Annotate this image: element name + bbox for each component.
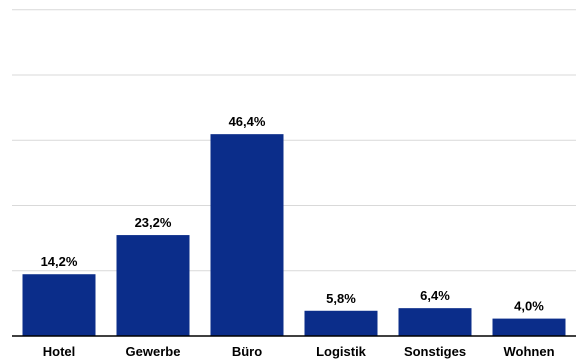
grid-lines [12,9,576,272]
bar-sonstiges [398,308,472,336]
x-tick-label: Sonstiges [404,344,466,359]
x-tick-label: Gewerbe [126,344,181,359]
bar-gewerbe [116,235,190,336]
bar-wohnen [492,318,566,336]
data-label: 5,8% [326,291,356,306]
bar-büro [210,134,284,336]
data-label: 6,4% [420,288,450,303]
data-label: 4,0% [514,299,544,314]
bar-hotel [22,274,96,336]
x-tick-label: Büro [232,344,262,359]
bar-logistik [304,310,378,336]
bars [22,134,566,336]
data-labels: 14,2% 23,2% 46,4% 5,8% 6,4% 4,0% [41,114,545,313]
x-tick-labels: Hotel Gewerbe Büro Logistik Sonstiges Wohnen [43,344,555,359]
x-tick-label: Logistik [316,344,367,359]
data-label: 46,4% [229,114,266,129]
data-label: 23,2% [135,215,172,230]
data-label: 14,2% [41,254,78,269]
x-tick-label: Hotel [43,344,76,359]
x-tick-label: Wohnen [503,344,554,359]
